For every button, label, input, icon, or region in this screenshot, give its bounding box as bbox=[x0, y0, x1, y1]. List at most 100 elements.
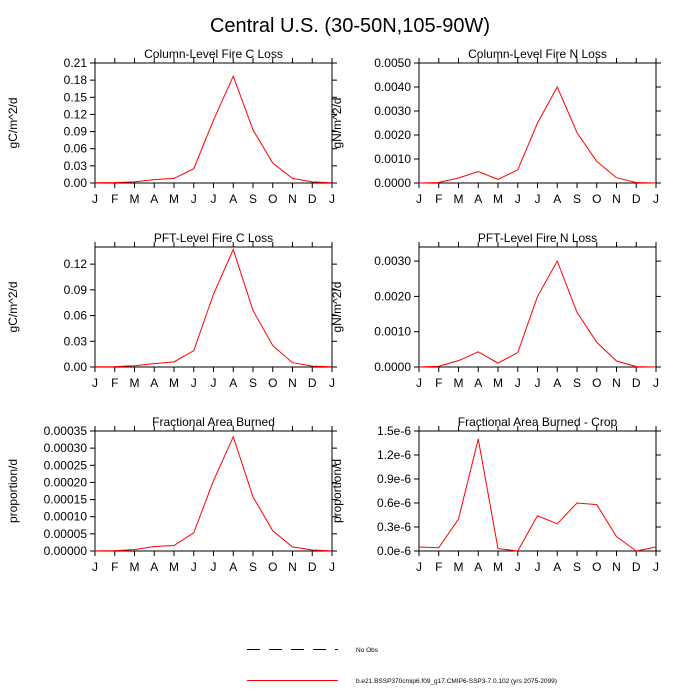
y-tick-label: 0.0030 bbox=[374, 254, 411, 268]
y-tick-label: 0.0040 bbox=[374, 80, 411, 94]
x-tick-label: O bbox=[268, 560, 277, 574]
data-point bbox=[458, 177, 459, 178]
data-point bbox=[576, 502, 577, 503]
y-axis-label: proportion/d bbox=[330, 459, 344, 523]
x-tick-label: M bbox=[493, 376, 503, 390]
y-tick-label: 0.0010 bbox=[374, 325, 411, 339]
x-tick-label: A bbox=[553, 560, 561, 574]
data-point bbox=[331, 182, 332, 183]
x-tick-label: D bbox=[308, 560, 317, 574]
data-point bbox=[114, 550, 115, 551]
data-point bbox=[154, 179, 155, 180]
data-point bbox=[537, 515, 538, 516]
data-point bbox=[173, 545, 174, 546]
data-point bbox=[636, 550, 637, 551]
data-point bbox=[616, 360, 617, 361]
x-tick-label: O bbox=[592, 192, 601, 206]
y-axis-label: gC/m^2/d bbox=[6, 282, 20, 333]
x-tick-label: F bbox=[435, 376, 442, 390]
y-tick-label: 0.0000 bbox=[374, 176, 411, 190]
data-point bbox=[596, 342, 597, 343]
x-tick-label: M bbox=[169, 192, 179, 206]
x-tick-label: J bbox=[211, 192, 217, 206]
x-tick-label: J bbox=[191, 376, 197, 390]
y-tick-label: 0.00 bbox=[64, 360, 88, 374]
x-tick-label: F bbox=[435, 192, 442, 206]
x-tick-label: J bbox=[191, 560, 197, 574]
x-tick-label: J bbox=[515, 560, 521, 574]
x-tick-label: J bbox=[515, 376, 521, 390]
x-tick-label: D bbox=[308, 192, 317, 206]
y-tick-label: 0.12 bbox=[64, 107, 88, 121]
data-point bbox=[233, 436, 234, 437]
y-tick-label: 0.00 bbox=[64, 176, 88, 190]
plot-frame bbox=[418, 430, 657, 552]
x-tick-label: O bbox=[592, 376, 601, 390]
x-tick-label: F bbox=[111, 376, 118, 390]
y-tick-label: 0.03 bbox=[64, 159, 88, 173]
x-tick-label: A bbox=[229, 192, 237, 206]
x-tick-label: N bbox=[288, 192, 297, 206]
x-tick-label: J bbox=[92, 192, 98, 206]
y-tick-label: 0.9e-6 bbox=[377, 472, 411, 486]
x-tick-label: D bbox=[632, 192, 641, 206]
x-tick-label: J bbox=[329, 192, 335, 206]
x-tick-label: A bbox=[229, 560, 237, 574]
data-point bbox=[331, 366, 332, 367]
data-point bbox=[418, 366, 419, 367]
data-point bbox=[616, 177, 617, 178]
x-tick-label: J bbox=[416, 560, 422, 574]
panel-title: Fractional Area Burned - Crop bbox=[458, 415, 618, 429]
data-point bbox=[458, 518, 459, 519]
x-tick-label: J bbox=[92, 376, 98, 390]
x-tick-label: D bbox=[632, 560, 641, 574]
y-tick-label: 0.00015 bbox=[44, 493, 88, 507]
x-tick-label: N bbox=[288, 376, 297, 390]
y-tick-label: 0.0e-6 bbox=[377, 544, 411, 558]
x-tick-label: D bbox=[308, 376, 317, 390]
y-tick-label: 1.5e-6 bbox=[377, 424, 411, 438]
x-tick-label: J bbox=[535, 192, 541, 206]
x-tick-label: O bbox=[592, 560, 601, 574]
x-tick-label: J bbox=[653, 192, 659, 206]
x-tick-label: A bbox=[150, 376, 158, 390]
y-tick-label: 0.00020 bbox=[44, 475, 88, 489]
x-tick-label: N bbox=[612, 376, 621, 390]
series-line bbox=[418, 259, 657, 368]
plot-frame bbox=[94, 430, 333, 552]
data-point bbox=[213, 480, 214, 481]
y-tick-label: 0.0050 bbox=[374, 56, 411, 70]
x-tick-label: M bbox=[130, 192, 140, 206]
data-point bbox=[252, 310, 253, 311]
x-tick-label: J bbox=[329, 376, 335, 390]
data-point bbox=[134, 181, 135, 182]
x-tick-label: M bbox=[130, 376, 140, 390]
data-point bbox=[596, 504, 597, 505]
data-point bbox=[193, 168, 194, 169]
data-point bbox=[458, 360, 459, 361]
x-tick-label: J bbox=[191, 192, 197, 206]
data-point bbox=[438, 547, 439, 548]
data-point bbox=[193, 532, 194, 533]
data-point bbox=[272, 345, 273, 346]
y-tick-label: 0.03 bbox=[64, 334, 88, 348]
x-tick-label: M bbox=[169, 560, 179, 574]
x-tick-label: J bbox=[211, 560, 217, 574]
y-tick-label: 0.0030 bbox=[374, 104, 411, 118]
x-tick-label: S bbox=[249, 192, 257, 206]
y-tick-label: 0.0020 bbox=[374, 128, 411, 142]
data-point bbox=[418, 182, 419, 183]
series-line bbox=[94, 248, 333, 368]
y-tick-label: 0.09 bbox=[64, 125, 88, 139]
x-tick-label: A bbox=[229, 376, 237, 390]
y-tick-label: 0.00025 bbox=[44, 458, 88, 472]
x-tick-label: N bbox=[612, 560, 621, 574]
data-point bbox=[478, 171, 479, 172]
y-tick-label: 0.06 bbox=[64, 142, 88, 156]
y-tick-label: 0.00000 bbox=[44, 544, 88, 558]
data-point bbox=[517, 169, 518, 170]
